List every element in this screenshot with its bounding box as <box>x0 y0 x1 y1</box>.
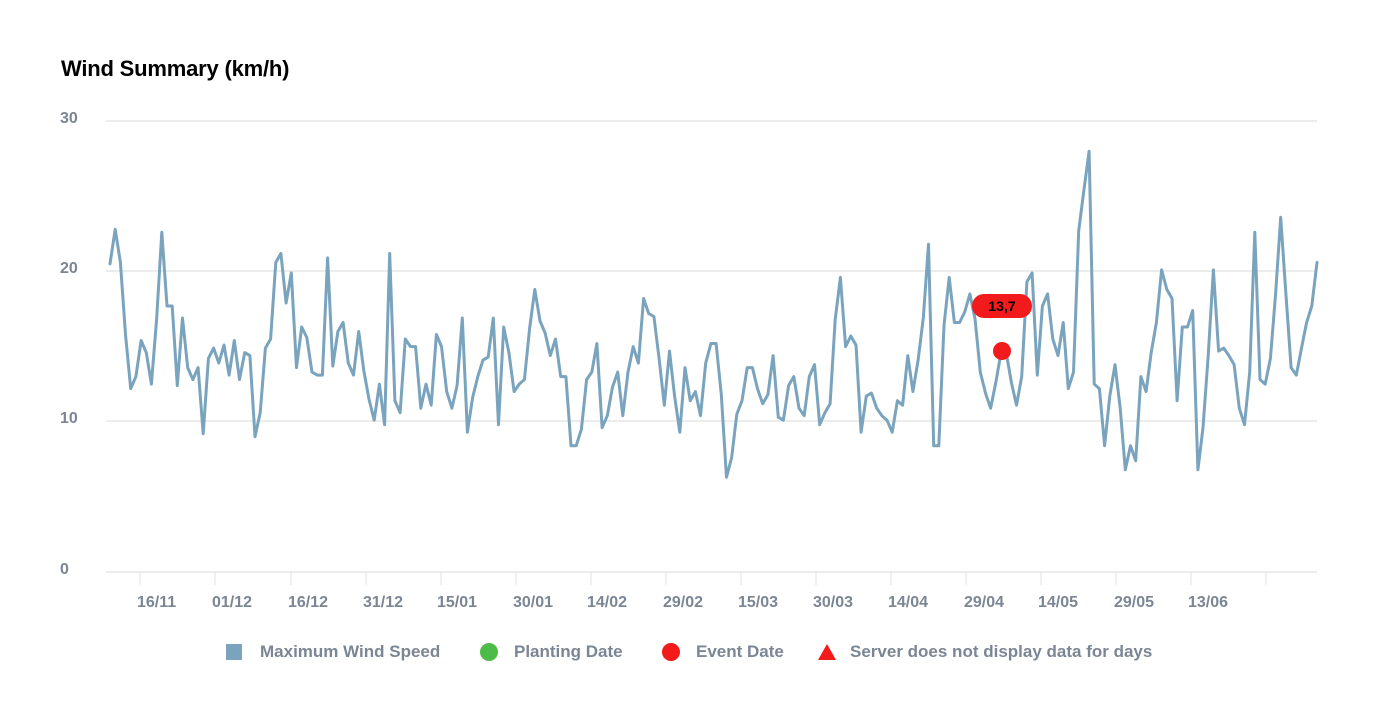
legend: Maximum Wind Speed Planting Date Event D… <box>0 642 1385 666</box>
legend-item-planting-date[interactable]: Planting Date <box>480 642 623 662</box>
legend-item-event-date[interactable]: Event Date <box>662 642 784 662</box>
max-wind-speed-line[interactable] <box>108 149 1319 479</box>
y-tick-30: 30 <box>60 110 78 127</box>
legend-item-max-wind-speed[interactable]: Maximum Wind Speed <box>226 642 440 662</box>
red-triangle-icon <box>818 644 836 660</box>
legend-label: Maximum Wind Speed <box>260 642 441 661</box>
x-tick-label: 30/01 <box>513 594 554 611</box>
x-tick-label: 01/12 <box>212 594 253 611</box>
x-tick-marks <box>139 572 1267 585</box>
x-tick-label: 29/04 <box>964 594 1005 611</box>
chart-title: Wind Summary (km/h) <box>61 56 290 81</box>
red-circle-icon <box>662 643 680 661</box>
y-tick-0: 0 <box>60 561 69 578</box>
x-tick-label: 14/04 <box>888 594 929 611</box>
event-value-badge: 13,7 <box>972 294 1032 318</box>
y-tick-20: 20 <box>60 260 78 277</box>
legend-item-no-data-days[interactable]: Server does not display data for days <box>818 642 1152 662</box>
x-tick-label: 29/05 <box>1114 594 1155 611</box>
gridlines <box>106 120 1317 573</box>
legend-label: Event Date <box>696 642 784 661</box>
green-circle-icon <box>480 643 498 661</box>
event-date-marker[interactable] <box>993 342 1011 360</box>
x-tick-label: 16/11 <box>137 594 177 611</box>
square-swatch-icon <box>226 644 242 660</box>
x-tick-label: 30/03 <box>813 594 854 611</box>
legend-label: Server does not display data for days <box>850 642 1153 661</box>
x-tick-label: 29/02 <box>663 594 704 611</box>
legend-label: Planting Date <box>514 642 623 661</box>
x-tick-label: 14/02 <box>587 594 628 611</box>
x-tick-label: 13/06 <box>1188 594 1229 611</box>
y-tick-10: 10 <box>60 410 78 427</box>
x-tick-label: 15/01 <box>437 594 478 611</box>
x-tick-label: 31/12 <box>363 594 404 611</box>
x-tick-label: 15/03 <box>738 594 779 611</box>
x-tick-label: 16/12 <box>288 594 329 611</box>
x-tick-label: 14/05 <box>1038 594 1079 611</box>
